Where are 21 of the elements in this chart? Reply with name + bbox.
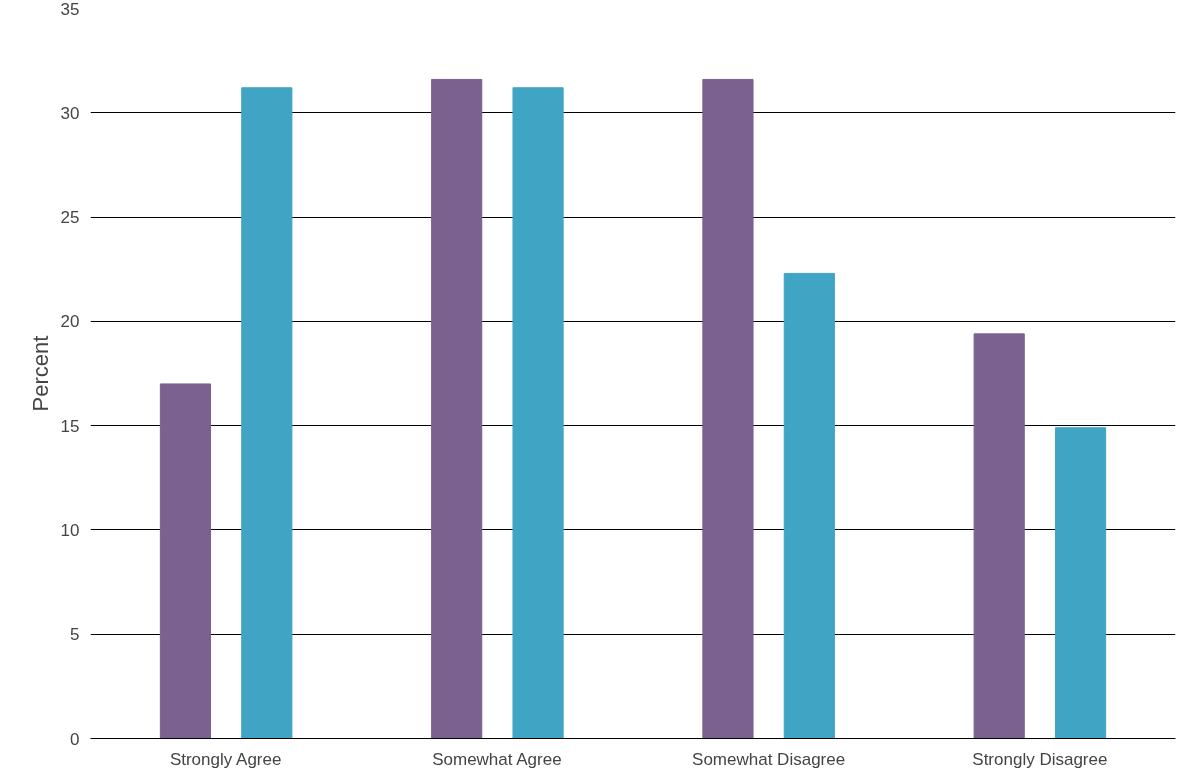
y-tick-label: 0 [70,729,80,749]
bar [431,78,483,739]
bar [1054,427,1107,739]
bar [241,87,293,739]
y-axis-title: Percent [27,335,53,412]
y-tick-label: 25 [60,208,80,228]
x-tick-label: Somewhat Agree [432,749,562,769]
bar [702,78,754,739]
bar [973,333,1025,739]
y-tick-label: 30 [60,103,80,123]
x-tick-label: Strongly Agree [169,749,282,769]
y-tick-label: 15 [60,416,80,436]
bar [783,272,835,739]
y-tick-label: 35 [60,0,80,19]
y-tick-label: 10 [60,520,80,540]
bar [512,87,564,739]
y-tick-label: 20 [60,312,80,332]
bar [159,383,212,739]
y-tick-label: 5 [70,625,80,645]
x-tick-label: Strongly Disagree [972,749,1108,769]
x-tick-label: Somewhat Disagree [692,749,846,769]
